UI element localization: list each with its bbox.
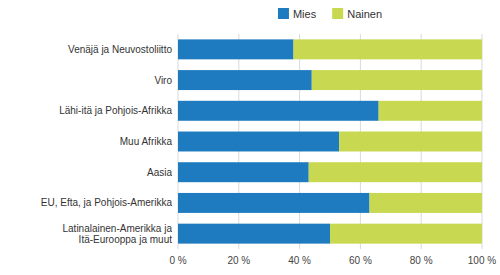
legend-swatch — [332, 8, 343, 19]
category-label: EU, Efta, ja Pohjois-Amerikka — [41, 197, 173, 208]
x-tick-label: 20 % — [227, 255, 250, 266]
bar-segment — [294, 39, 482, 59]
bar-segment — [178, 132, 339, 152]
legend-label: Mies — [293, 8, 317, 20]
category-label: Viro — [154, 75, 172, 86]
x-tick-label: 80 % — [410, 255, 433, 266]
bar-segment — [379, 101, 482, 121]
bar-segment — [178, 193, 370, 213]
bar-segment — [178, 162, 309, 182]
bar-segment — [339, 132, 482, 152]
bar-segment — [330, 224, 482, 244]
bar-segment — [178, 224, 330, 244]
bar-segment — [178, 101, 379, 121]
x-tick-labels: 0 % 20 % 40 % 60 % 80 % 100 % — [169, 255, 496, 266]
category-label: Muu Afrikka — [120, 136, 173, 147]
x-tick-label: 40 % — [288, 255, 311, 266]
legend: Mies Nainen — [278, 8, 382, 20]
bar-segment — [370, 193, 482, 213]
grid — [178, 34, 482, 249]
legend-swatch — [278, 8, 289, 19]
legend-item: Mies — [278, 8, 317, 20]
x-tick-label: 60 % — [349, 255, 372, 266]
legend-item: Nainen — [332, 8, 382, 20]
category-label: Aasia — [147, 167, 172, 178]
x-tick-label: 100 % — [468, 255, 496, 266]
category-label: Venäjä ja Neuvostoliitto — [68, 44, 172, 55]
bars — [178, 39, 482, 243]
category-label: Lähi-itä ja Pohjois-Afrikka — [59, 105, 172, 116]
chart-svg: 0 % 20 % 40 % 60 % 80 % 100 % Venäjä ja Neuvos… — [0, 0, 500, 275]
bar-segment — [178, 39, 294, 59]
y-tick-labels: Venäjä ja Neuvostoliitto Viro Lähi-itä ja … — [41, 44, 173, 245]
bar-segment — [312, 70, 482, 90]
legend-label: Nainen — [347, 8, 382, 20]
bar-segment — [309, 162, 482, 182]
x-tick-label: 0 % — [169, 255, 186, 266]
bar-segment — [178, 70, 312, 90]
category-label: Latinalainen-Amerikka jaItä-Eurooppa ja … — [62, 223, 172, 245]
chart-container: 0 % 20 % 40 % 60 % 80 % 100 % Venäjä ja Neuvos… — [0, 0, 500, 275]
